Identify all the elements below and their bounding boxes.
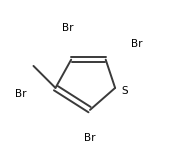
Text: Br: Br [84, 133, 96, 143]
Text: Br: Br [131, 39, 142, 49]
Text: S: S [121, 86, 128, 96]
Text: Br: Br [15, 89, 26, 99]
Text: Br: Br [62, 23, 74, 33]
